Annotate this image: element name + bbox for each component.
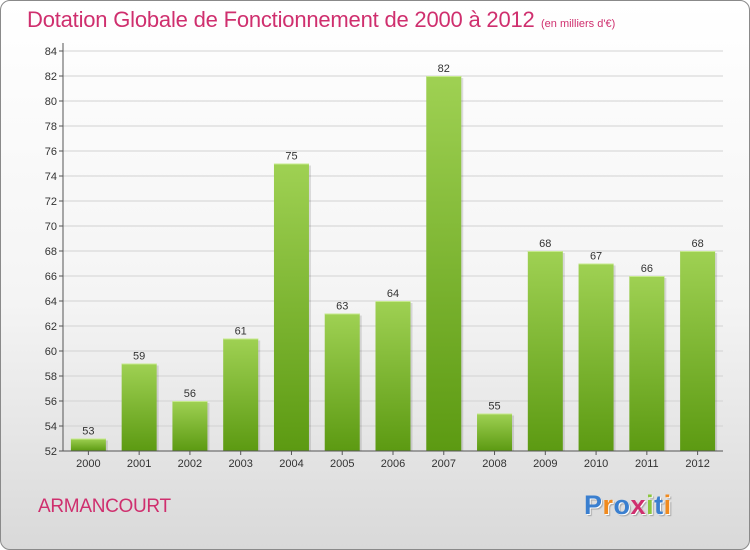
x-tick-label: 2008 <box>482 458 506 470</box>
bar <box>426 76 462 451</box>
bar-value-label: 68 <box>691 238 703 250</box>
x-tick-label: 2001 <box>127 458 151 470</box>
x-tick-label: 2007 <box>432 458 456 470</box>
y-tick-label: 80 <box>45 96 57 108</box>
x-tick-label: 2012 <box>685 458 709 470</box>
logo-letter: x <box>630 490 647 520</box>
x-tick-label: 2010 <box>584 458 608 470</box>
proxiti-logo: Proxiti <box>584 490 672 521</box>
y-tick-label: 60 <box>45 346 57 358</box>
bar <box>121 363 157 451</box>
bar <box>172 401 208 451</box>
x-tick-label: 2004 <box>279 458 303 470</box>
bar <box>477 413 513 451</box>
bar <box>527 251 563 451</box>
logo-letter: t <box>654 490 664 520</box>
y-tick-label: 84 <box>45 46 57 58</box>
y-tick-label: 72 <box>45 196 57 208</box>
commune-name: ARMANCOURT <box>38 496 171 517</box>
y-tick-label: 74 <box>45 171 57 183</box>
x-tick-label: 2005 <box>330 458 354 470</box>
bar <box>70 438 106 451</box>
x-tick-label: 2009 <box>533 458 557 470</box>
bar-value-label: 82 <box>438 63 450 75</box>
x-tick-label: 2000 <box>76 458 100 470</box>
chart-unit-label: (en milliers d'€) <box>541 18 616 30</box>
bar-value-label: 66 <box>641 263 653 275</box>
bars: 53 59 56 61 75 63 64 82 55 68 67 66 68 <box>70 63 718 451</box>
bar-value-label: 55 <box>488 401 500 413</box>
bar <box>324 313 360 451</box>
y-tick-label: 54 <box>45 421 57 433</box>
bar <box>375 301 411 451</box>
logo-letter: r <box>602 490 614 520</box>
y-tick-label: 64 <box>45 296 57 308</box>
bar <box>680 251 716 451</box>
y-tick-label: 56 <box>45 396 57 408</box>
y-tick-label: 68 <box>45 246 57 258</box>
bar-value-label: 68 <box>539 238 551 250</box>
y-tick-label: 62 <box>45 321 57 333</box>
bar-value-label: 67 <box>590 251 602 263</box>
bar-value-label: 75 <box>285 151 297 163</box>
axes: 52 54 56 58 60 62 64 66 68 70 72 74 76 78 80 82 84 2000 20… <box>45 43 723 470</box>
bar-value-label: 61 <box>235 326 247 338</box>
logo-letter: i <box>663 490 672 520</box>
bar-value-label: 56 <box>184 388 196 400</box>
y-tick-label: 66 <box>45 271 57 283</box>
y-tick-label: 76 <box>45 146 57 158</box>
bar <box>223 338 259 451</box>
bar-value-label: 63 <box>336 301 348 313</box>
bar <box>578 263 614 451</box>
bar <box>629 276 665 451</box>
bar-value-label: 59 <box>133 351 145 363</box>
y-tick-label: 58 <box>45 371 57 383</box>
x-tick-label: 2003 <box>228 458 252 470</box>
bar <box>273 163 309 451</box>
x-tick-label: 2011 <box>635 458 659 470</box>
y-tick-label: 78 <box>45 121 57 133</box>
logo-letter: i <box>646 490 655 520</box>
logo-letter: P <box>584 490 603 520</box>
logo-letter: o <box>613 490 631 520</box>
x-tick-label: 2006 <box>381 458 405 470</box>
y-tick-label: 70 <box>45 221 57 233</box>
y-tick-label: 52 <box>45 446 57 458</box>
chart-title: Dotation Globale de Fonctionnement de 20… <box>27 7 535 32</box>
bar-value-label: 53 <box>82 426 94 438</box>
y-tick-label: 82 <box>45 71 57 83</box>
x-tick-label: 2002 <box>178 458 202 470</box>
bar-value-label: 64 <box>387 288 399 300</box>
